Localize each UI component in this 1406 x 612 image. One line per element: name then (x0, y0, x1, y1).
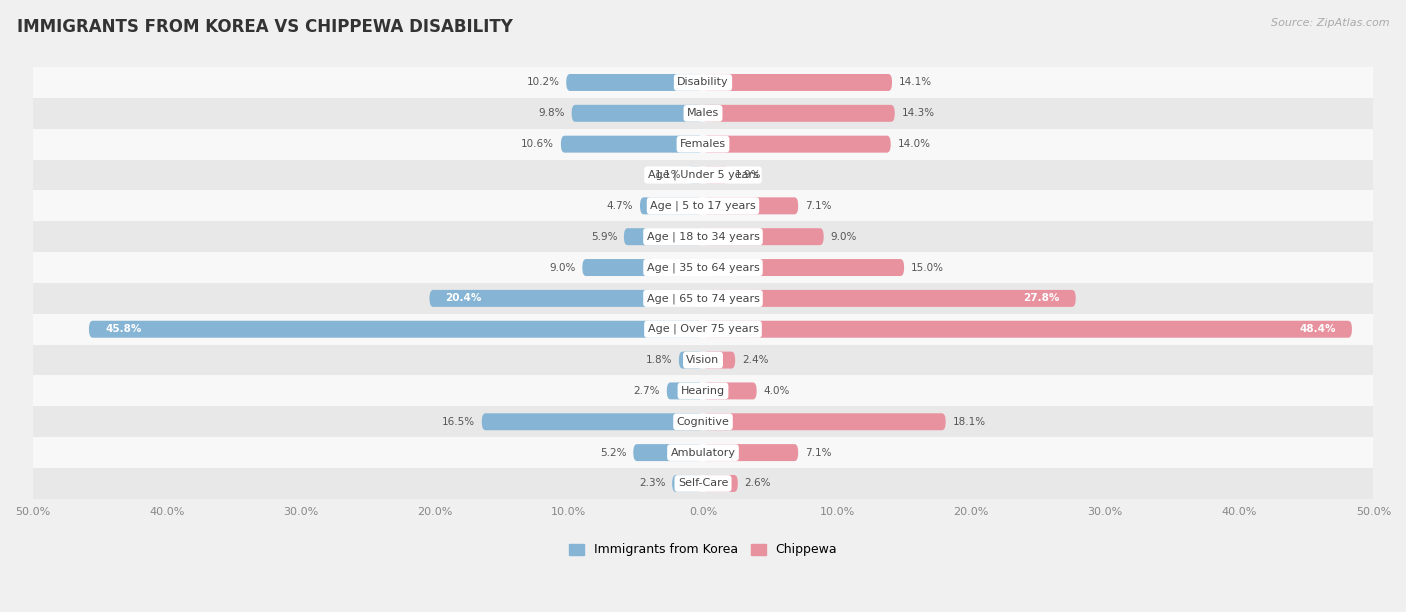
FancyBboxPatch shape (703, 74, 891, 91)
Bar (32, 160, 1374, 190)
Bar (32, 314, 1374, 345)
Text: 2.6%: 2.6% (745, 479, 770, 488)
Text: 14.3%: 14.3% (901, 108, 935, 118)
Text: Females: Females (681, 139, 725, 149)
Bar (32, 376, 1374, 406)
Text: 15.0%: 15.0% (911, 263, 943, 272)
FancyBboxPatch shape (703, 105, 894, 122)
Text: 4.0%: 4.0% (763, 386, 790, 396)
FancyBboxPatch shape (703, 413, 946, 430)
FancyBboxPatch shape (703, 475, 738, 492)
Text: 2.3%: 2.3% (638, 479, 665, 488)
Text: 20.4%: 20.4% (446, 293, 482, 304)
Text: 10.6%: 10.6% (522, 139, 554, 149)
Text: 7.1%: 7.1% (804, 201, 831, 211)
Text: Ambulatory: Ambulatory (671, 447, 735, 458)
Text: Males: Males (688, 108, 718, 118)
FancyBboxPatch shape (689, 166, 703, 184)
FancyBboxPatch shape (703, 351, 735, 368)
Bar (32, 98, 1374, 129)
FancyBboxPatch shape (582, 259, 703, 276)
Bar (32, 437, 1374, 468)
FancyBboxPatch shape (703, 136, 891, 152)
FancyBboxPatch shape (429, 290, 703, 307)
Text: Age | 5 to 17 years: Age | 5 to 17 years (650, 201, 756, 211)
Text: 14.0%: 14.0% (897, 139, 931, 149)
Text: 45.8%: 45.8% (105, 324, 142, 334)
Bar (32, 345, 1374, 376)
Text: Age | 35 to 64 years: Age | 35 to 64 years (647, 263, 759, 273)
Text: Vision: Vision (686, 355, 720, 365)
FancyBboxPatch shape (703, 259, 904, 276)
Text: 5.2%: 5.2% (600, 447, 627, 458)
Text: 2.7%: 2.7% (634, 386, 659, 396)
Bar (32, 252, 1374, 283)
FancyBboxPatch shape (482, 413, 703, 430)
Bar (32, 222, 1374, 252)
Text: 4.7%: 4.7% (607, 201, 633, 211)
FancyBboxPatch shape (703, 290, 1076, 307)
Text: Age | Over 75 years: Age | Over 75 years (648, 324, 758, 335)
Text: 2.4%: 2.4% (742, 355, 769, 365)
Text: 9.8%: 9.8% (538, 108, 565, 118)
FancyBboxPatch shape (572, 105, 703, 122)
Text: Age | Under 5 years: Age | Under 5 years (648, 170, 758, 181)
Text: 14.1%: 14.1% (898, 78, 932, 88)
Text: IMMIGRANTS FROM KOREA VS CHIPPEWA DISABILITY: IMMIGRANTS FROM KOREA VS CHIPPEWA DISABI… (17, 18, 513, 36)
Text: 48.4%: 48.4% (1299, 324, 1336, 334)
Text: 1.8%: 1.8% (645, 355, 672, 365)
Bar (32, 406, 1374, 437)
Text: 18.1%: 18.1% (952, 417, 986, 427)
Bar (32, 190, 1374, 222)
FancyBboxPatch shape (633, 444, 703, 461)
FancyBboxPatch shape (672, 475, 703, 492)
FancyBboxPatch shape (567, 74, 703, 91)
FancyBboxPatch shape (679, 351, 703, 368)
FancyBboxPatch shape (624, 228, 703, 245)
Text: 10.2%: 10.2% (526, 78, 560, 88)
FancyBboxPatch shape (640, 197, 703, 214)
Text: Hearing: Hearing (681, 386, 725, 396)
Bar (32, 283, 1374, 314)
Text: 1.1%: 1.1% (655, 170, 682, 180)
FancyBboxPatch shape (703, 382, 756, 400)
Text: Disability: Disability (678, 78, 728, 88)
FancyBboxPatch shape (89, 321, 703, 338)
Text: 9.0%: 9.0% (831, 232, 856, 242)
Text: 5.9%: 5.9% (591, 232, 617, 242)
FancyBboxPatch shape (703, 166, 728, 184)
Legend: Immigrants from Korea, Chippewa: Immigrants from Korea, Chippewa (564, 539, 842, 561)
FancyBboxPatch shape (703, 321, 1353, 338)
Bar (32, 468, 1374, 499)
Bar (32, 67, 1374, 98)
FancyBboxPatch shape (703, 197, 799, 214)
Text: 1.9%: 1.9% (735, 170, 762, 180)
Text: 16.5%: 16.5% (441, 417, 475, 427)
Text: 9.0%: 9.0% (550, 263, 575, 272)
FancyBboxPatch shape (703, 228, 824, 245)
FancyBboxPatch shape (666, 382, 703, 400)
Text: 7.1%: 7.1% (804, 447, 831, 458)
Text: 27.8%: 27.8% (1024, 293, 1060, 304)
FancyBboxPatch shape (561, 136, 703, 152)
Text: Age | 65 to 74 years: Age | 65 to 74 years (647, 293, 759, 304)
Text: Source: ZipAtlas.com: Source: ZipAtlas.com (1271, 18, 1389, 28)
FancyBboxPatch shape (703, 444, 799, 461)
Text: Self-Care: Self-Care (678, 479, 728, 488)
Text: Age | 18 to 34 years: Age | 18 to 34 years (647, 231, 759, 242)
Bar (32, 129, 1374, 160)
Text: Cognitive: Cognitive (676, 417, 730, 427)
